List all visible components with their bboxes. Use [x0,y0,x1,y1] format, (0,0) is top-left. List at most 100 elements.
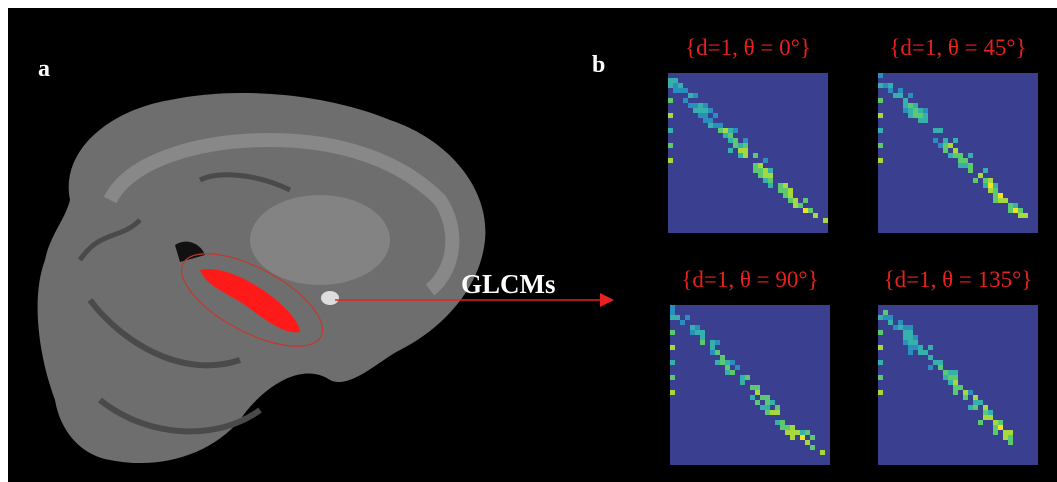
glcm-cell [958,158,963,163]
glcm-cell [878,360,883,365]
glcm-cell [893,93,898,98]
glcm-cell [923,118,928,123]
glcm-cell [918,345,923,350]
glcm-cell [708,108,713,113]
glcm-cell [810,435,815,440]
glcm-cell [998,193,1003,198]
glcm-cell [670,310,675,315]
glcm-cell [878,158,883,163]
glcm-cell [933,360,938,365]
glcm-cell [953,380,958,385]
glcm-cell [953,138,958,143]
glcm-cell [938,365,943,370]
glcm-cell [878,390,883,395]
glcm-cell [775,405,780,410]
glcm-cell [953,375,958,380]
glcm-cell [755,400,760,405]
glcm-cell [883,315,888,320]
glcm-cell [993,425,998,430]
glcm-cell [765,400,770,405]
glcm-cell [758,163,763,168]
glcm-cell [675,315,680,320]
glcm-cell [780,420,785,425]
glcm-cell [958,163,963,168]
glcm-cell [973,178,978,183]
glcm-cell [700,330,705,335]
glcm-cell [708,123,713,128]
glcm-cell [743,138,748,143]
glcm-cell [668,83,673,88]
glcm-cell [1023,213,1028,218]
glcm-cell [788,188,793,193]
glcm-cell [698,103,703,108]
glcm-cell [908,350,913,355]
glcm-cell [958,153,963,158]
glcm-cell [695,330,700,335]
glcm-cell [1008,440,1013,445]
glcm-cell [760,395,765,400]
glcm-cell [978,400,983,405]
glcm-cell [783,183,788,188]
glcm-cell [983,415,988,420]
glcm-cell [918,113,923,118]
glcm-cell [740,380,745,385]
glcm-cell [710,345,715,350]
glcm-cell [765,410,770,415]
glcm-cell [775,420,780,425]
glcm-cell [668,128,673,133]
glcm-cell [943,138,948,143]
glcm-cell [998,425,1003,430]
glcm-cell [810,445,815,450]
glcm-cell [738,148,743,153]
glcm-cell [913,108,918,113]
glcm-cell [700,335,705,340]
glcm-cell [735,365,740,370]
glcm-cell [968,405,973,410]
glcm-cell [673,78,678,83]
glcm-cell [878,330,883,335]
glcm-cell [798,203,803,208]
glcm-cell [1008,430,1013,435]
glcm-cell [973,395,978,400]
glcm-cell [670,330,675,335]
glcm-cell [908,340,913,345]
glcm-cell [730,360,735,365]
glcm-cell [963,395,968,400]
glcm-cell [698,113,703,118]
glcm-cell [943,375,948,380]
glcm-cell [988,415,993,420]
glcm-cell [678,83,683,88]
glcm-cell [670,305,675,310]
glcm-cell [953,148,958,153]
caption: {d=1, θ = 0°} [685,35,811,60]
glcm-cell [948,153,953,158]
glcm-cell [778,183,783,188]
glcm-cell [768,173,773,178]
glcm-cell [903,340,908,345]
glcm-cell [715,360,720,365]
glcm-cell [790,430,795,435]
glcm-cell [998,198,1003,203]
glcm-cell [953,370,958,375]
glcm-cell [723,133,728,138]
glcm-cell [948,375,953,380]
glcm-cell [1013,203,1018,208]
glcm-cell [953,385,958,390]
glcm-cell [908,325,913,330]
glcm-cell [703,103,708,108]
glcm-cell [750,395,755,400]
glcm-cell [783,193,788,198]
glcm-cell [710,340,715,345]
glcm-cell [963,158,968,163]
glcm-cell [968,168,973,173]
caption: {d=1, θ = 45°} [889,35,1026,60]
glcm-cell [668,158,673,163]
glcm-cell [943,370,948,375]
glcm-cell [983,168,988,173]
glcm-cell [993,183,998,188]
glcm-cell [765,405,770,410]
glcm-cell [788,198,793,203]
glcm-cell [668,78,673,83]
glcm-cell [780,425,785,430]
glcm-cell [928,355,933,360]
